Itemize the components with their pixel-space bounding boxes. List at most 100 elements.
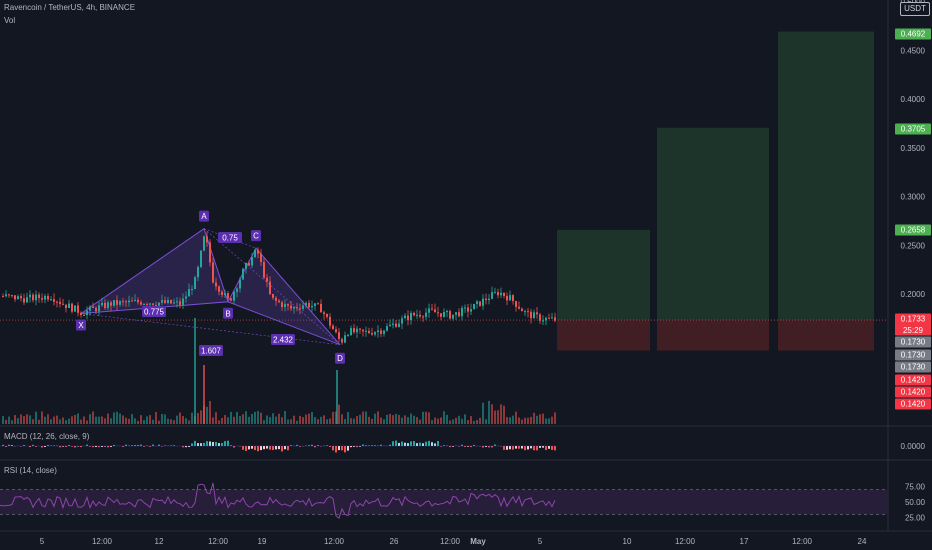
chart-title: Ravencoin / TetherUS, 4h, BINANCE (4, 3, 136, 12)
macd-bar (314, 446, 316, 448)
macd-bar (47, 445, 49, 446)
price-tag[interactable] (895, 349, 931, 361)
volume-bar (341, 414, 343, 424)
price-tag[interactable] (895, 123, 931, 135)
loss-zone[interactable] (657, 320, 769, 351)
volume-bar (404, 415, 406, 424)
price-tag[interactable] (895, 336, 931, 348)
macd-bar (518, 446, 520, 449)
candle-body (116, 300, 118, 305)
volume-bar (311, 411, 313, 424)
candle-body (167, 299, 169, 303)
harmonic-xab-triangle[interactable] (79, 227, 229, 315)
volume-bar (536, 415, 538, 424)
volume-bar (326, 419, 328, 424)
price-tag[interactable] (895, 28, 931, 40)
candle-body (377, 330, 379, 333)
rsi-tick-label: 25.00 (905, 514, 926, 523)
macd-bar (140, 444, 142, 446)
macd-bar (191, 443, 193, 446)
price-tag[interactable] (895, 386, 931, 398)
candle-body (419, 314, 421, 317)
volume-bar (164, 414, 166, 424)
pattern-point-badge (199, 210, 209, 222)
candle-body (461, 307, 463, 317)
candle-body (38, 294, 40, 299)
volume-bar (491, 404, 493, 424)
candle-body (191, 289, 193, 291)
candle-body (458, 312, 460, 317)
volume-bar (350, 418, 352, 424)
volume-bar (149, 415, 151, 424)
candle-body (524, 311, 526, 313)
macd-bar (164, 445, 166, 446)
price-tag[interactable] (895, 313, 931, 336)
volume-bar (113, 412, 115, 424)
candle-body (131, 300, 133, 302)
macd-bar (515, 446, 517, 449)
candle-body (17, 296, 19, 300)
price-tag[interactable] (895, 398, 931, 410)
pattern-point-label: X (78, 321, 84, 330)
time-tick-label: 12:00 (324, 537, 345, 546)
macd-bar (434, 443, 436, 446)
candle-body (140, 302, 142, 305)
price-tag-label: 0.1420 (901, 388, 926, 397)
profit-zone[interactable] (778, 31, 874, 321)
macd-bar (284, 446, 286, 450)
macd-bar (224, 441, 226, 446)
volume-bar (251, 413, 253, 424)
price-tag[interactable] (895, 374, 931, 386)
volume-bar (332, 411, 334, 424)
volume-bar (56, 415, 58, 424)
volume-bar (383, 419, 385, 424)
price-tag[interactable] (895, 361, 931, 373)
currency-badge[interactable]: USDT (900, 2, 930, 16)
volume-bar (452, 419, 454, 424)
profit-zone[interactable] (657, 127, 769, 321)
volume-bar (266, 415, 268, 424)
candle-body (107, 302, 109, 309)
profit-zone[interactable] (557, 229, 650, 321)
loss-zone[interactable] (557, 320, 650, 351)
volume-bar (329, 418, 331, 424)
volume-bar (422, 411, 424, 424)
time-tick-label: 17 (740, 537, 749, 546)
volume-bar (41, 411, 43, 424)
candle-body (380, 330, 382, 334)
macd-bar (287, 446, 289, 451)
volume-bar (137, 420, 139, 424)
candle-body (533, 312, 535, 319)
price-tag-label: 0.1730 (901, 338, 926, 347)
candle-body (350, 328, 352, 336)
volume-bar (506, 417, 508, 424)
candle-body (62, 303, 64, 305)
price-tag-label: 0.1730 (901, 351, 926, 360)
candle-body (347, 335, 349, 337)
macd-bar (254, 446, 256, 451)
candle-body (503, 292, 505, 296)
volume-bar (410, 413, 412, 424)
time-tick-label: 26 (390, 537, 399, 546)
candle-body (266, 277, 268, 282)
macd-bar (272, 446, 274, 451)
candle-body (23, 298, 25, 303)
macd-bar (347, 446, 349, 451)
macd-bar (344, 446, 346, 453)
macd-bar (317, 445, 319, 446)
volume-bar (434, 417, 436, 424)
macd-bar (143, 446, 145, 447)
candle-body (311, 305, 313, 308)
candle-body (389, 324, 391, 327)
loss-zone[interactable] (778, 320, 874, 351)
macd-bar (467, 446, 469, 447)
candle-body (95, 307, 97, 312)
price-tag[interactable] (895, 224, 931, 236)
time-tick-label: 19 (258, 537, 267, 546)
rsi-tick-label: 50.00 (905, 498, 926, 507)
volume-bar (542, 413, 544, 424)
volume-bar (176, 415, 178, 424)
macd-bar (248, 446, 250, 450)
candle-body (476, 301, 478, 304)
